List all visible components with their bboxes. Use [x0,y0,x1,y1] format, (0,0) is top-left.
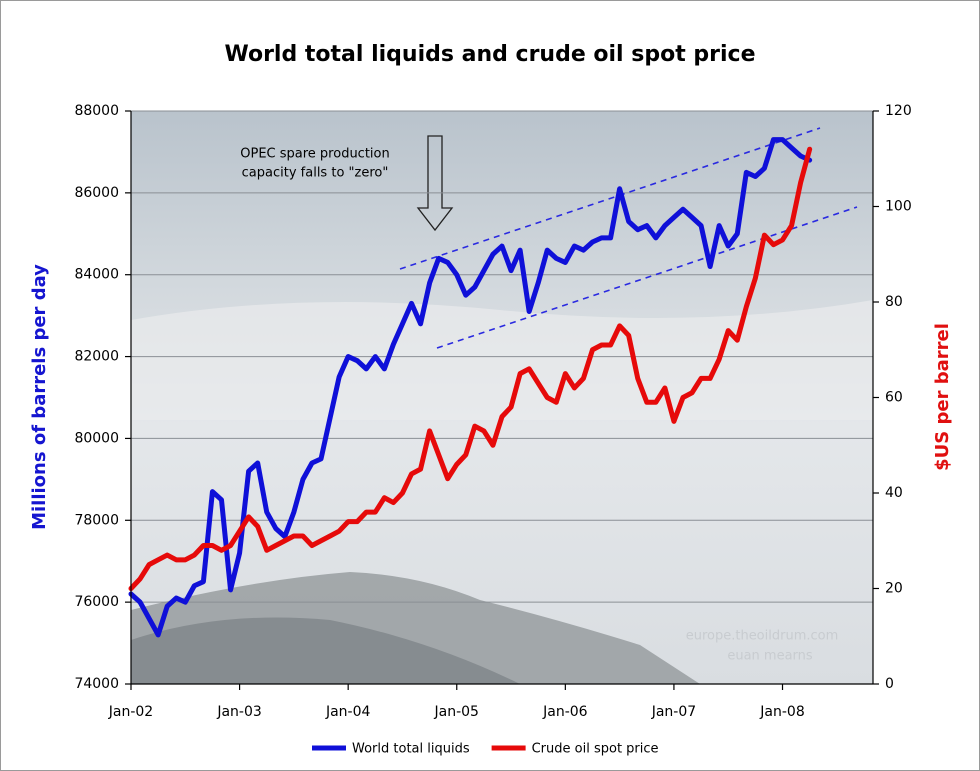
plot-background [131,111,873,684]
legend-label: World total liquids [352,742,470,757]
legend-item: Crude oil spot price [491,742,659,757]
y-tick-label: 74000 [74,676,119,692]
watermark-text: euan mearns [727,649,813,664]
watermark: europe.theoildrum.com euan mearns [686,629,839,664]
watermark-text: europe.theoildrum.com [686,629,839,644]
annotation: OPEC spare production capacity falls to … [240,135,454,232]
y-tick-label: 84000 [74,267,119,283]
data-line [128,137,813,638]
legend: World total liquids Crude oil spot price [312,742,659,757]
x-tick-label: Jan-04 [325,704,371,720]
y2-tick-label: 20 [885,581,903,597]
trend-channel [399,127,858,349]
y-tick-label: 78000 [74,512,119,528]
x-tick-label: Jan-03 [216,704,261,720]
y2-tick-label: 60 [885,390,903,406]
x-tick-label: Jan-06 [542,704,588,720]
y-tick-label: 82000 [74,349,119,365]
axes: 74000 76000 78000 80000 82000 84000 86000 88000… [74,103,911,720]
annotation-text: OPEC spare production [240,147,389,162]
annotation-arrow [416,135,454,232]
y2-axis-label: $US per barrel [932,323,953,471]
y2-tick-label: 100 [885,199,912,215]
lines [128,137,813,638]
x-tick-label: Jan-08 [759,704,804,720]
legend-item: World total liquids [312,742,470,757]
y-tick-label: 86000 [74,185,119,201]
x-tick-label: Jan-02 [108,704,153,720]
annotation-text: capacity falls to "zero" [242,166,389,181]
chart-title: World total liquids and crude oil spot p… [224,42,755,67]
x-tick-label: Jan-07 [651,704,696,720]
trend-line [436,206,858,349]
grid [131,110,873,685]
y-tick-label: 88000 [74,103,119,119]
legend-label: Crude oil spot price [532,742,659,757]
trend-line [399,127,821,270]
y2-tick-label: 0 [885,676,894,692]
data-line [128,146,813,591]
y-axis-label: Millions of barrels per day [29,264,50,530]
y2-tick-label: 120 [885,103,912,119]
y-tick-label: 80000 [74,430,119,446]
y-tick-label: 76000 [74,594,119,610]
y2-tick-label: 40 [885,485,903,501]
x-tick-label: Jan-05 [434,704,479,720]
y2-tick-label: 80 [885,294,903,310]
